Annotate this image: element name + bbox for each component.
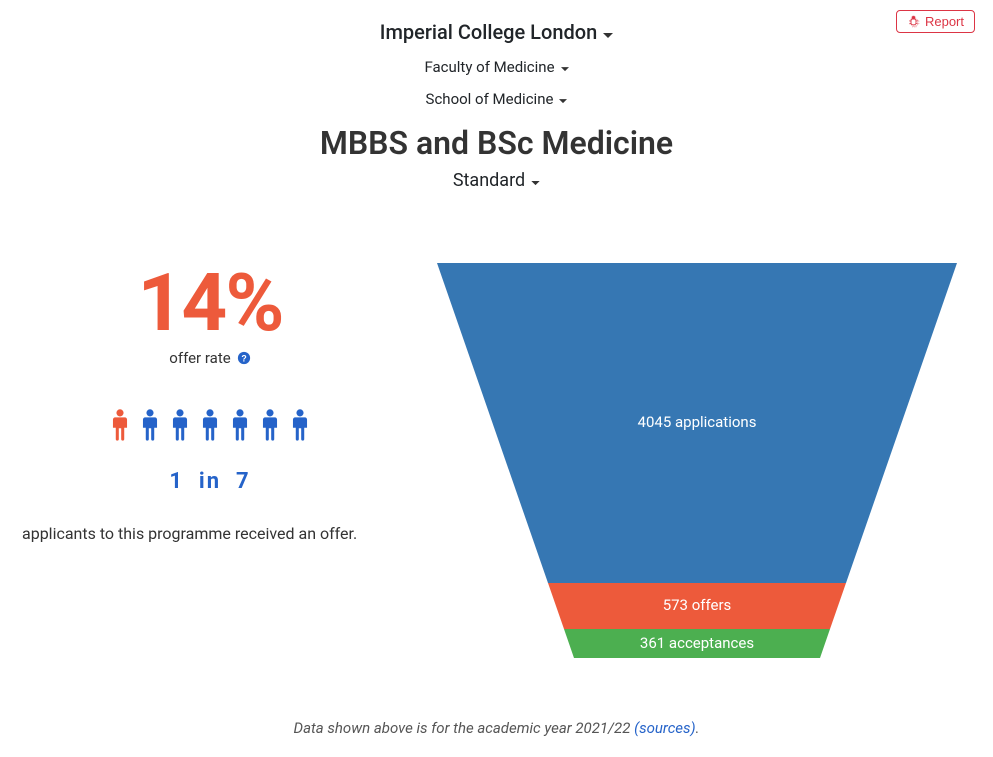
people-ratio-icons bbox=[20, 403, 400, 451]
report-button[interactable]: Report bbox=[896, 10, 975, 33]
caret-down-icon bbox=[561, 58, 569, 76]
person-icon bbox=[137, 403, 163, 451]
ratio-one: 1 bbox=[169, 469, 184, 494]
person-icon bbox=[227, 403, 253, 451]
svg-text:?: ? bbox=[241, 354, 246, 364]
person-icon bbox=[287, 403, 313, 451]
footnote: Data shown above is for the academic yea… bbox=[10, 719, 983, 737]
funnel-segment-label: 4045 applications bbox=[637, 413, 756, 431]
funnel-segment-label: 573 offers bbox=[662, 596, 731, 614]
help-icon[interactable]: ? bbox=[237, 351, 251, 365]
breadcrumb-variant-label: Standard bbox=[453, 170, 525, 191]
funnel-chart: 4045 applications 573 offers 361 acceptanc… bbox=[437, 263, 957, 667]
bug-icon bbox=[907, 15, 920, 28]
person-icon bbox=[167, 403, 193, 451]
caret-down-icon bbox=[603, 20, 613, 44]
ratio-total: 7 bbox=[236, 469, 251, 494]
person-icon bbox=[197, 403, 223, 451]
page-title: MBBS and BSc Medicine bbox=[10, 124, 983, 162]
person-icon bbox=[257, 403, 283, 451]
ratio-in: in bbox=[199, 469, 221, 494]
breadcrumb-variant[interactable]: Standard bbox=[453, 168, 540, 193]
footnote-suffix: . bbox=[696, 719, 700, 737]
breadcrumb-stack: Imperial College London Faculty of Medic… bbox=[10, 12, 983, 203]
ratio-text: 1 in 7 bbox=[20, 469, 400, 494]
breadcrumb-institution-label: Imperial College London bbox=[380, 20, 597, 44]
breadcrumb-school-label: School of Medicine bbox=[426, 90, 554, 108]
sources-link[interactable]: (sources) bbox=[634, 719, 696, 737]
breadcrumb-institution[interactable]: Imperial College London bbox=[380, 18, 613, 46]
offer-rate-panel: 14% offer rate ? 1 in 7 applicants to th… bbox=[10, 263, 410, 543]
breadcrumb-school[interactable]: School of Medicine bbox=[426, 88, 568, 110]
applicants-sentence: applicants to this programme received an… bbox=[20, 524, 400, 543]
caret-down-icon bbox=[559, 90, 567, 108]
report-button-label: Report bbox=[925, 14, 964, 29]
funnel-segment-label: 361 acceptances bbox=[639, 634, 753, 652]
footnote-prefix: Data shown above is for the academic yea… bbox=[294, 719, 635, 737]
breadcrumb-faculty[interactable]: Faculty of Medicine bbox=[424, 56, 568, 78]
caret-down-icon bbox=[531, 170, 540, 191]
offer-rate-label: offer rate bbox=[169, 349, 230, 367]
offer-rate-percent: 14% bbox=[20, 263, 400, 343]
person-icon bbox=[107, 403, 133, 451]
breadcrumb-faculty-label: Faculty of Medicine bbox=[424, 58, 554, 76]
